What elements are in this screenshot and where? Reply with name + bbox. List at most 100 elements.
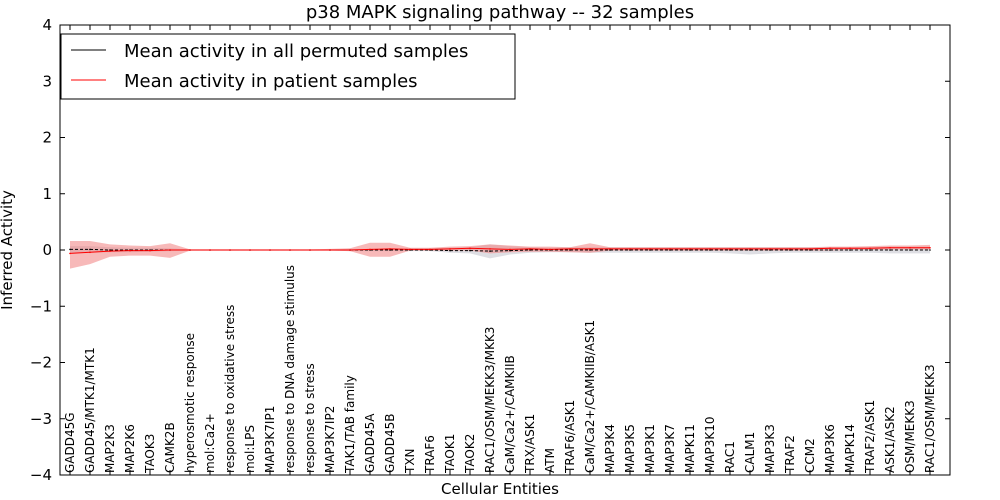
point-series-1-26 <box>589 248 591 250</box>
point-series-0-20 <box>469 249 471 252</box>
point-series-0-19 <box>449 249 451 252</box>
point-series-1-7 <box>209 249 211 251</box>
point-series-1-6 <box>189 249 191 251</box>
point-series-1-20 <box>469 247 471 250</box>
point-series-0-23 <box>529 249 531 251</box>
point-series-1-16 <box>389 248 391 250</box>
line-series-1 <box>69 247 930 254</box>
y-tick-label-2: −2 <box>30 354 52 372</box>
x-tick-label-4: TAOK3 <box>143 434 157 474</box>
point-series-1-8 <box>229 249 231 251</box>
x-tick-label-32: MAP3K10 <box>703 416 717 473</box>
x-tick-label-27: MAP3K4 <box>603 424 617 473</box>
legend-box <box>60 33 516 100</box>
point-series-0-2 <box>109 249 111 251</box>
point-series-1-29 <box>649 248 651 250</box>
x-tick-label-5: CAMK2B <box>163 422 177 473</box>
point-series-1-22 <box>509 248 511 251</box>
point-series-0-31 <box>689 249 691 251</box>
x-tick-label-3: MAP2K6 <box>123 424 137 473</box>
point-series-0-34 <box>749 249 751 251</box>
x-tick-label-2: MAP2K3 <box>103 424 117 473</box>
band-series-1 <box>70 241 930 269</box>
point-series-0-30 <box>669 249 671 251</box>
point-series-0-28 <box>629 249 631 251</box>
point-series-0-38 <box>829 249 831 251</box>
chart-title: p38 MAPK signaling pathway -- 32 samples <box>306 2 694 23</box>
point-series-1-37 <box>809 248 811 250</box>
point-series-1-9 <box>249 249 251 251</box>
legend-label-permuted: Mean activity in all permuted samples <box>124 41 468 62</box>
x-tick-label-38: MAP3K6 <box>823 424 837 473</box>
x-tick-label-36: TRAF2 <box>783 435 797 474</box>
point-series-1-39 <box>849 247 851 250</box>
plot-frame <box>59 24 951 476</box>
x-tick-label-16: GADD45B <box>383 414 397 474</box>
x-tick-label-41: ASK1/ASK2 <box>883 406 897 473</box>
x-tick-label-23: TRX/ASK1 <box>523 414 537 474</box>
legend-label-patient: Mean activity in patient samples <box>124 71 418 92</box>
x-tick-label-24: ATM <box>543 448 557 473</box>
point-series-1-32 <box>709 248 711 250</box>
point-series-0-40 <box>869 249 871 251</box>
x-tick-label-31: MAPK11 <box>683 424 697 473</box>
x-tick-label-17: TXN <box>403 448 417 474</box>
x-tick-label-1: GADD45/MTK1/MTK1 <box>83 347 97 473</box>
y-tick-label-3: −1 <box>30 297 52 315</box>
point-series-1-42 <box>909 247 911 249</box>
point-series-0-0 <box>69 248 71 251</box>
point-series-1-33 <box>729 248 731 250</box>
point-series-0-41 <box>889 249 891 251</box>
point-series-1-15 <box>369 248 371 251</box>
x-tick-label-6: hyperosmotic response <box>183 333 197 473</box>
x-tick-label-15: GADD45A <box>363 413 377 473</box>
point-series-0-22 <box>509 249 511 252</box>
point-series-0-29 <box>649 249 651 251</box>
x-tick-label-33: RAC1 <box>723 441 737 473</box>
x-tick-label-21: RAC1/OSM/MEKK3/MKK3 <box>483 327 497 473</box>
point-series-1-19 <box>449 248 451 250</box>
point-series-1-21 <box>489 248 491 250</box>
x-tick-label-13: MAP3K7IP2 <box>323 406 337 473</box>
x-tick-label-20: TAOK2 <box>463 434 477 474</box>
x-tick-label-12: response to stress <box>303 363 317 473</box>
x-tick-label-10: MAP3K7IP1 <box>263 406 277 473</box>
point-series-1-14 <box>349 249 351 251</box>
x-axis: GADD45G GADD45/MTK1/MTK1 MAP2K3 MAP2K6 TAOK3… <box>63 25 937 475</box>
point-series-0-1 <box>89 248 91 251</box>
point-series-1-12 <box>309 249 311 251</box>
x-tick-label-18: TRAF6 <box>423 435 437 474</box>
x-tick-label-7: mol:Ca2+ <box>203 413 217 473</box>
point-series-1-34 <box>749 248 751 250</box>
point-series-1-13 <box>329 249 331 251</box>
point-series-1-4 <box>149 249 151 252</box>
x-tick-label-14: TAK1/TAB family <box>343 375 357 474</box>
confidence-bands <box>70 241 930 269</box>
point-series-0-37 <box>809 249 811 251</box>
point-series-1-36 <box>789 248 791 250</box>
point-series-1-3 <box>129 249 131 252</box>
point-series-0-32 <box>709 249 711 251</box>
x-axis-label: Cellular Entities <box>441 480 559 498</box>
y-axis: −4 −3 −2 −1 0 1 2 3 4 <box>30 16 950 484</box>
x-tick-label-40: TRAF2/ASK1 <box>863 400 877 474</box>
point-series-1-2 <box>109 250 111 252</box>
point-series-1-25 <box>569 248 571 250</box>
point-series-0-21 <box>489 250 491 252</box>
x-tick-label-35: MAP3K3 <box>763 424 777 473</box>
x-tick-label-9: mol:LPS <box>243 425 257 473</box>
point-series-1-23 <box>529 248 531 250</box>
x-tick-label-11: response to DNA damage stimulus <box>283 265 297 473</box>
point-series-0-36 <box>789 249 791 251</box>
point-series-0-35 <box>769 249 771 251</box>
y-tick-label-1: −3 <box>30 410 52 428</box>
point-series-0-25 <box>569 249 571 251</box>
point-series-0-33 <box>729 249 731 251</box>
x-tick-label-28: MAP3K5 <box>623 424 637 473</box>
y-tick-label-7: 3 <box>42 72 52 90</box>
x-tick-label-34: CALM1 <box>743 432 757 473</box>
point-series-1-40 <box>869 247 871 250</box>
point-series-1-43 <box>929 247 931 249</box>
x-tick-label-8: response to oxidative stress <box>223 305 237 473</box>
